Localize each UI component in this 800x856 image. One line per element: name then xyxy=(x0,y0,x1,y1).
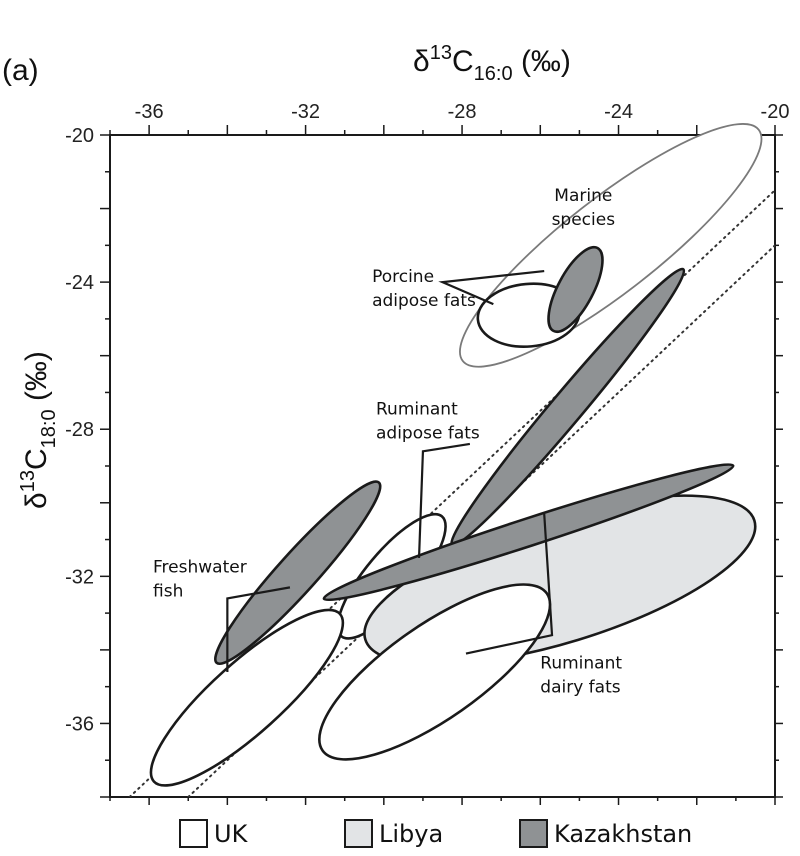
axes: -36 -32 -28 -24 -20 -20 -24 -28 -32 -36 xyxy=(65,101,789,805)
panel-label: (a) xyxy=(2,54,39,87)
leader-ruminant-dairy-fats xyxy=(465,513,554,655)
x-tick-label: -32 xyxy=(291,101,320,123)
y-tick-label: -24 xyxy=(65,272,94,294)
leader-lines xyxy=(226,269,554,672)
legend-swatch-kazakhstan xyxy=(519,819,548,848)
annotation-ruminant-dairy-fats: Ruminant dairy fats xyxy=(540,653,622,697)
annotation-porcine-adipose-fats: Porcine adipose fats xyxy=(372,267,476,311)
legend-label-uk: UK xyxy=(214,820,249,848)
y-tick-label: -36 xyxy=(65,713,94,735)
x-tick-label: -28 xyxy=(448,101,477,123)
legend-label-libya: Libya xyxy=(379,820,443,848)
x-tick-label: -24 xyxy=(604,101,633,123)
leader-freshwater-fish xyxy=(226,586,291,672)
y-tick-label: -28 xyxy=(65,419,94,441)
leader-porcine-adipose-fats xyxy=(438,269,545,306)
y-axis-title: δ13C18:0 (‰) xyxy=(17,351,60,509)
legend-swatch-uk xyxy=(179,819,208,848)
x-tick-label: -20 xyxy=(761,101,790,123)
annotation-freshwater-fish: Freshwater fish xyxy=(153,558,247,602)
annotations: Marine species Porcine adipose fats Ruminant… xyxy=(153,186,622,697)
annotation-ruminant-adipose-fats: Ruminant adipose fats xyxy=(376,400,480,444)
region-kazakhstan-porcine-adipose-fats xyxy=(547,245,604,334)
region-uk-ruminant-dairy-fats xyxy=(318,583,552,761)
leader-ruminant-adipose-fats xyxy=(417,442,471,558)
region-uk-freshwater-fish xyxy=(149,608,345,787)
y-tick-label: -20 xyxy=(65,125,94,147)
x-tick-label: -36 xyxy=(135,101,164,123)
x-axis-title: δ13C16:0 (‰) xyxy=(413,42,571,85)
annotation-marine-species: Marine species xyxy=(552,186,616,230)
legend-swatch-libya xyxy=(344,819,373,848)
legend-label-kazakhstan: Kazakhstan xyxy=(554,820,692,848)
y-tick-label: -32 xyxy=(65,566,94,588)
legend: UK Libya Kazakhstan xyxy=(179,819,692,848)
data-regions xyxy=(149,123,763,787)
region-kazakhstan-ruminant-dairy-fats xyxy=(322,463,735,602)
region-kazakhstan-freshwater-fish xyxy=(214,480,382,666)
